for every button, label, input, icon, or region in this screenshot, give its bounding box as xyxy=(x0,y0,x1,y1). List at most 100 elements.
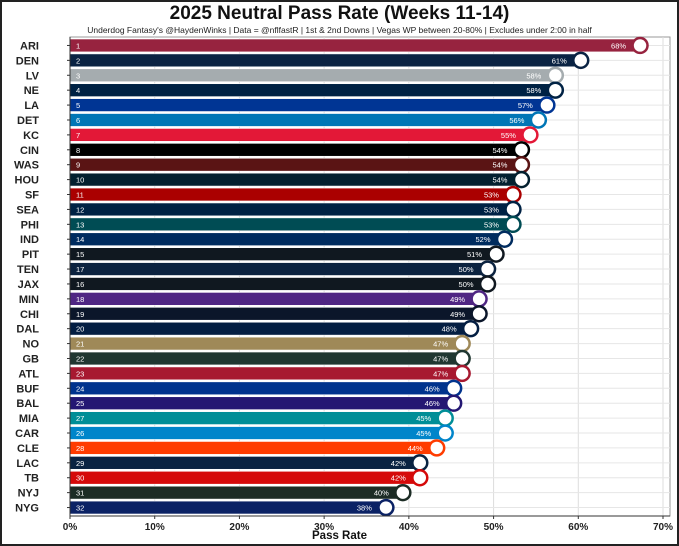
y-tick-label: ATL xyxy=(18,368,39,380)
team-logo-icon xyxy=(504,200,522,219)
data-label: 50% xyxy=(459,280,474,289)
team-logo-icon xyxy=(428,439,446,457)
bar-la xyxy=(69,98,554,112)
bar-gb xyxy=(69,351,469,366)
team-logo-icon xyxy=(529,111,548,129)
rank-label: 29 xyxy=(76,459,84,468)
rank-label: 24 xyxy=(76,384,84,393)
y-tick-label: MIA xyxy=(19,413,39,425)
team-logo-icon xyxy=(394,483,412,502)
y-tick-label: LAC xyxy=(16,458,39,470)
data-label: 42% xyxy=(391,474,406,483)
x-tick-label: 10% xyxy=(145,522,165,533)
y-tick-label: CHI xyxy=(20,309,39,321)
y-tick-label: WAS xyxy=(14,160,39,172)
y-tick-label: DAL xyxy=(16,324,39,336)
data-label: 54% xyxy=(492,176,507,185)
data-label: 53% xyxy=(484,220,499,229)
y-tick-label: CAR xyxy=(15,428,39,440)
chart-title: 2025 Neutral Pass Rate (Weeks 11-14) xyxy=(169,3,510,24)
team-logo-icon xyxy=(453,334,471,353)
bar-hou xyxy=(69,172,528,187)
x-tick-label: 30% xyxy=(314,522,334,533)
bar-atl xyxy=(69,366,469,381)
y-tick-label: DEN xyxy=(16,55,39,67)
x-tick-label: 20% xyxy=(229,522,249,533)
team-logo-icon xyxy=(453,364,471,383)
rank-label: 5 xyxy=(76,101,80,110)
team-logo-icon xyxy=(546,81,565,99)
rank-label: 27 xyxy=(76,414,84,423)
rank-label: 25 xyxy=(76,399,84,408)
bar-ari xyxy=(69,38,647,53)
team-logo-icon xyxy=(436,424,454,442)
y-tick-label: KC xyxy=(23,130,39,142)
rank-label: 15 xyxy=(76,250,84,259)
y-tick-label: PIT xyxy=(22,249,39,261)
bar-phi xyxy=(69,217,520,232)
bar-cin xyxy=(69,143,528,157)
y-tick-label: NO xyxy=(23,339,40,351)
bar-sea xyxy=(69,202,520,217)
y-tick-label: BUF xyxy=(16,383,39,395)
rank-label: 3 xyxy=(76,71,80,80)
y-tick-label: BAL xyxy=(16,398,39,410)
bar-nyj xyxy=(69,485,410,500)
y-tick-label: GB xyxy=(23,353,40,365)
bar-chi xyxy=(69,307,486,321)
team-logo-icon xyxy=(495,230,514,248)
data-label: 57% xyxy=(518,101,533,110)
team-logo-icon xyxy=(411,469,429,487)
bar-lac xyxy=(69,456,427,470)
y-tick-label: IND xyxy=(20,234,39,246)
rank-label: 32 xyxy=(76,504,84,513)
bar-mia xyxy=(69,411,452,425)
team-logo-icon xyxy=(512,170,531,189)
bar-den xyxy=(69,53,588,68)
y-tick-label: SEA xyxy=(16,204,39,216)
y-tick-label: NYG xyxy=(15,503,39,515)
rank-label: 22 xyxy=(76,354,84,363)
y-tick-label: PHI xyxy=(21,219,39,231)
x-tick-label: 60% xyxy=(568,522,588,533)
rank-label: 1 xyxy=(76,41,80,50)
rank-label: 20 xyxy=(76,325,84,334)
data-label: 46% xyxy=(425,384,440,393)
team-logo-icon xyxy=(572,51,590,70)
rank-label: 23 xyxy=(76,369,84,378)
bar-dal xyxy=(69,321,477,336)
rank-label: 17 xyxy=(76,265,84,274)
bar-ne xyxy=(69,83,562,97)
data-label: 47% xyxy=(433,340,448,349)
bar-tb xyxy=(69,470,427,485)
rank-label: 7 xyxy=(76,131,80,140)
data-label: 51% xyxy=(467,250,482,259)
team-logo-icon xyxy=(546,66,565,84)
data-label: 45% xyxy=(416,414,431,423)
bar-no xyxy=(69,336,469,351)
team-logo-icon xyxy=(538,96,556,114)
bar-ind xyxy=(69,232,511,246)
y-tick-label: NYJ xyxy=(18,488,39,500)
data-label: 49% xyxy=(450,310,465,319)
rank-label: 2 xyxy=(76,56,80,65)
rank-label: 13 xyxy=(76,220,84,229)
data-label: 55% xyxy=(501,131,516,140)
data-label: 61% xyxy=(552,56,567,65)
rank-label: 6 xyxy=(76,116,80,125)
y-tick-label: HOU xyxy=(15,175,40,187)
team-logo-icon xyxy=(478,260,497,278)
y-tick-label: TEN xyxy=(17,264,39,276)
bar-min xyxy=(69,292,486,306)
bar-bal xyxy=(69,396,460,410)
data-label: 46% xyxy=(425,399,440,408)
y-tick-label: LV xyxy=(26,70,40,82)
x-tick-label: 0% xyxy=(63,522,78,533)
rank-label: 19 xyxy=(76,310,84,319)
bar-ten xyxy=(69,262,494,276)
team-logo-icon xyxy=(470,290,488,308)
team-logo-icon xyxy=(478,275,497,293)
team-logo-icon xyxy=(512,141,531,159)
